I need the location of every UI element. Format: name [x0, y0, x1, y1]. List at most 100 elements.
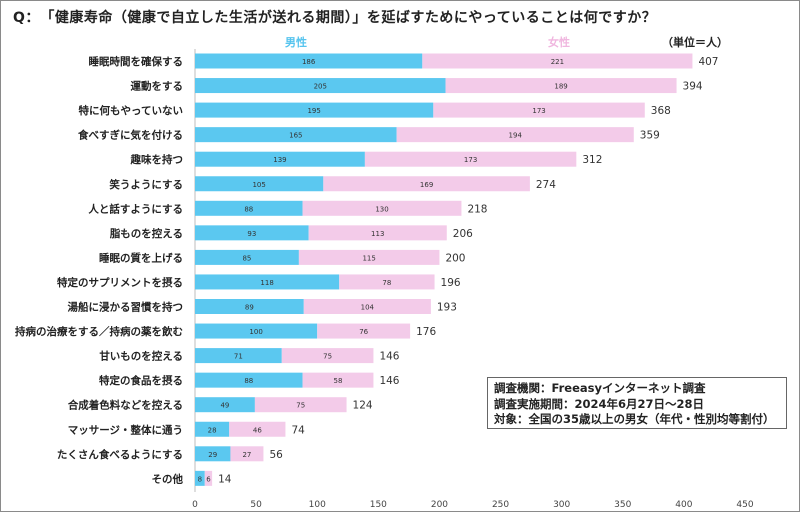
bar-female [302, 200, 462, 216]
bar-female [303, 299, 431, 314]
data-label-female: 115 [362, 254, 375, 262]
total-label: 274 [536, 179, 556, 191]
survey-target: 対象：全国の35歳以上の男女（年代・性別均等割付） [494, 412, 775, 426]
category-label: 運動をする [131, 80, 184, 93]
category-label: 笑うようにする [109, 178, 183, 191]
data-label-female: 104 [361, 304, 375, 312]
bar-female [364, 151, 577, 167]
total-label: 56 [269, 449, 283, 461]
data-label-male: 85 [242, 254, 251, 262]
data-label-male: 88 [244, 377, 253, 385]
category-label: 甘いものを控える [99, 350, 183, 363]
total-label: 368 [651, 105, 671, 117]
bar-male [195, 127, 397, 143]
bar-female [229, 421, 286, 437]
bar-female [433, 102, 645, 118]
total-label: 176 [416, 326, 436, 338]
bar-male [195, 200, 303, 216]
bar-male [195, 225, 309, 241]
data-label-male: 195 [307, 107, 320, 115]
total-label: 146 [379, 351, 399, 363]
total-label: 196 [441, 277, 461, 289]
data-label-male: 165 [289, 132, 302, 140]
category-label: 人と話すようにする [88, 202, 183, 215]
bar-female [302, 372, 374, 388]
bar-male [195, 249, 299, 265]
category-label: 睡眠時間を確保する [89, 55, 184, 68]
bar-male [195, 446, 231, 462]
data-label-female: 46 [253, 426, 262, 434]
data-label-female: 75 [296, 402, 305, 410]
data-label-male: 49 [220, 402, 229, 410]
data-label-male: 88 [244, 205, 253, 213]
x-tick-label: 50 [250, 500, 262, 510]
data-label-male: 105 [252, 181, 265, 189]
data-label-female: 221 [551, 58, 564, 66]
bar-female [445, 78, 677, 94]
bar-male [195, 348, 282, 364]
bar-female [298, 249, 440, 265]
total-label: 218 [467, 203, 487, 215]
bar-male [195, 299, 304, 314]
data-label-female: 58 [334, 377, 343, 385]
category-label: その他 [152, 472, 184, 485]
total-label: 200 [445, 252, 465, 264]
category-label: 合成着色料などを控える [67, 399, 183, 412]
data-label-male: 89 [245, 304, 254, 312]
data-label-male: 186 [302, 58, 316, 66]
survey-organization: 調査機関：Freeasyインターネット調査 [494, 381, 706, 395]
data-label-female: 194 [509, 132, 523, 140]
category-label: 脂ものを控える [109, 227, 183, 240]
bar-female [281, 348, 374, 364]
total-label: 312 [582, 154, 602, 166]
category-label: 食べすぎに気を付ける [77, 129, 183, 142]
category-label: 特定の食品を摂る [99, 374, 183, 387]
category-label: 趣味を持つ [130, 153, 184, 166]
bar-female [396, 127, 634, 143]
data-label-female: 78 [382, 279, 391, 287]
x-tick-label: 250 [492, 500, 509, 510]
bar-female [317, 323, 411, 339]
bar-male [195, 372, 303, 388]
category-label: 持病の治療をする／持病の薬を飲む [15, 325, 183, 338]
bar-male [195, 53, 423, 69]
data-label-male: 29 [208, 451, 217, 459]
data-label-male: 71 [234, 353, 243, 361]
data-label-female: 113 [371, 230, 384, 238]
data-label-female: 130 [375, 205, 388, 213]
data-label-female: 189 [554, 83, 567, 91]
x-tick-label: 450 [736, 500, 753, 510]
x-tick-label: 350 [614, 500, 631, 510]
question-title: Q： 「健康寿命（健康で自立した生活が送れる期間）」を延ばすためにやっていること… [13, 10, 657, 26]
survey-period: 調査実施期間：2024年6月27日〜28日 [494, 396, 705, 411]
bar-female [230, 446, 264, 462]
category-label: マッサージ・整体に通う [68, 423, 183, 436]
data-label-female: 173 [532, 107, 545, 115]
survey-info-box: 調査機関：Freeasyインターネット調査 調査実施期間：2024年6月27日〜… [487, 377, 787, 429]
category-label: たくさん食べるようにする [57, 448, 183, 461]
bar-male [195, 176, 324, 192]
bar-female [254, 397, 347, 413]
data-label-female: 173 [464, 156, 477, 164]
data-label-female: 169 [420, 181, 433, 189]
bar-female [422, 53, 693, 69]
x-tick-label: 150 [370, 500, 387, 510]
data-label-female: 76 [359, 328, 368, 336]
data-label-male: 28 [208, 426, 217, 434]
data-label-male: 100 [249, 328, 262, 336]
total-label: 74 [291, 424, 305, 436]
data-label-female: 27 [242, 451, 251, 459]
bar-female [339, 274, 435, 290]
bar-male [195, 397, 255, 413]
total-label: 193 [437, 302, 457, 314]
legend-male: 男性 [285, 35, 307, 49]
total-label: 407 [698, 56, 718, 68]
bar-male [195, 102, 434, 118]
total-label: 146 [379, 375, 399, 387]
bar-male [195, 470, 205, 486]
data-label-female: 6 [206, 475, 211, 483]
bar-male [195, 78, 446, 94]
bar-female [323, 176, 530, 192]
